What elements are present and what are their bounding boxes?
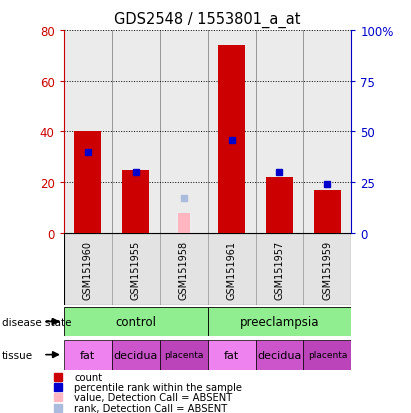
Bar [208,31,256,233]
Text: count: count [74,372,102,382]
Bar [303,340,351,370]
Text: decidua: decidua [257,350,302,360]
Text: GSM151960: GSM151960 [83,240,92,299]
Bar [64,307,208,337]
Text: GSM151959: GSM151959 [323,240,332,299]
Bar [178,213,189,233]
Bar [314,190,341,233]
Text: percentile rank within the sample: percentile rank within the sample [74,382,242,392]
Text: value, Detection Call = ABSENT: value, Detection Call = ABSENT [74,392,232,403]
Bar [218,46,245,233]
Bar [122,170,149,233]
Bar [74,132,101,233]
Bar [159,31,208,233]
Text: fat: fat [80,350,95,360]
Bar [112,233,159,306]
Title: GDS2548 / 1553801_a_at: GDS2548 / 1553801_a_at [114,12,301,28]
Text: disease state: disease state [2,317,72,327]
Bar [208,340,256,370]
Bar [303,31,351,233]
Bar [159,233,208,306]
Text: rank, Detection Call = ABSENT: rank, Detection Call = ABSENT [74,403,227,413]
Text: GSM151955: GSM151955 [131,240,141,299]
Bar [208,233,256,306]
Bar [159,340,208,370]
Text: tissue: tissue [2,350,33,360]
Bar [64,233,112,306]
Bar [256,233,303,306]
Text: GSM151961: GSM151961 [226,240,236,299]
Bar [112,31,159,233]
Text: GSM151958: GSM151958 [179,240,189,299]
Bar [256,31,303,233]
Text: preeclampsia: preeclampsia [240,315,319,328]
Bar [112,340,159,370]
Bar [208,307,351,337]
Text: decidua: decidua [113,350,158,360]
Text: placenta: placenta [164,350,203,359]
Bar [256,340,303,370]
Bar [64,340,112,370]
Text: control: control [115,315,156,328]
Bar [303,233,351,306]
Bar [266,178,293,233]
Text: placenta: placenta [308,350,347,359]
Text: fat: fat [224,350,239,360]
Bar [64,31,112,233]
Text: GSM151957: GSM151957 [275,240,284,299]
